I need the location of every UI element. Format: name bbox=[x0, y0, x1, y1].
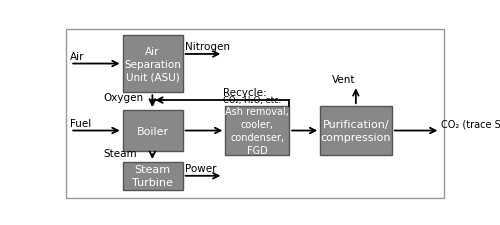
Text: Fuel: Fuel bbox=[70, 118, 92, 128]
Text: Air
Separation
Unit (ASU): Air Separation Unit (ASU) bbox=[124, 47, 181, 82]
Text: Recycle:: Recycle: bbox=[224, 87, 267, 97]
Text: Nitrogen: Nitrogen bbox=[184, 42, 230, 52]
FancyBboxPatch shape bbox=[122, 110, 182, 152]
Text: Steam
Turbine: Steam Turbine bbox=[132, 165, 173, 187]
Text: Steam: Steam bbox=[103, 148, 137, 158]
FancyBboxPatch shape bbox=[122, 36, 182, 93]
Text: Ash removal,
cooler,
condenser,
FGD: Ash removal, cooler, condenser, FGD bbox=[226, 107, 289, 155]
FancyBboxPatch shape bbox=[225, 107, 289, 155]
FancyBboxPatch shape bbox=[320, 107, 392, 155]
Text: Air: Air bbox=[70, 52, 85, 62]
Text: Vent: Vent bbox=[332, 75, 355, 85]
Text: Oxygen: Oxygen bbox=[103, 92, 144, 102]
Text: Purification/
compression: Purification/ compression bbox=[321, 120, 392, 142]
Text: Boiler: Boiler bbox=[136, 126, 168, 136]
FancyBboxPatch shape bbox=[122, 162, 182, 190]
Text: Power: Power bbox=[184, 163, 216, 173]
Text: CO₂ (trace SO₂): CO₂ (trace SO₂) bbox=[442, 119, 500, 129]
Text: CO₂, H₂O, etc.: CO₂, H₂O, etc. bbox=[224, 95, 282, 104]
